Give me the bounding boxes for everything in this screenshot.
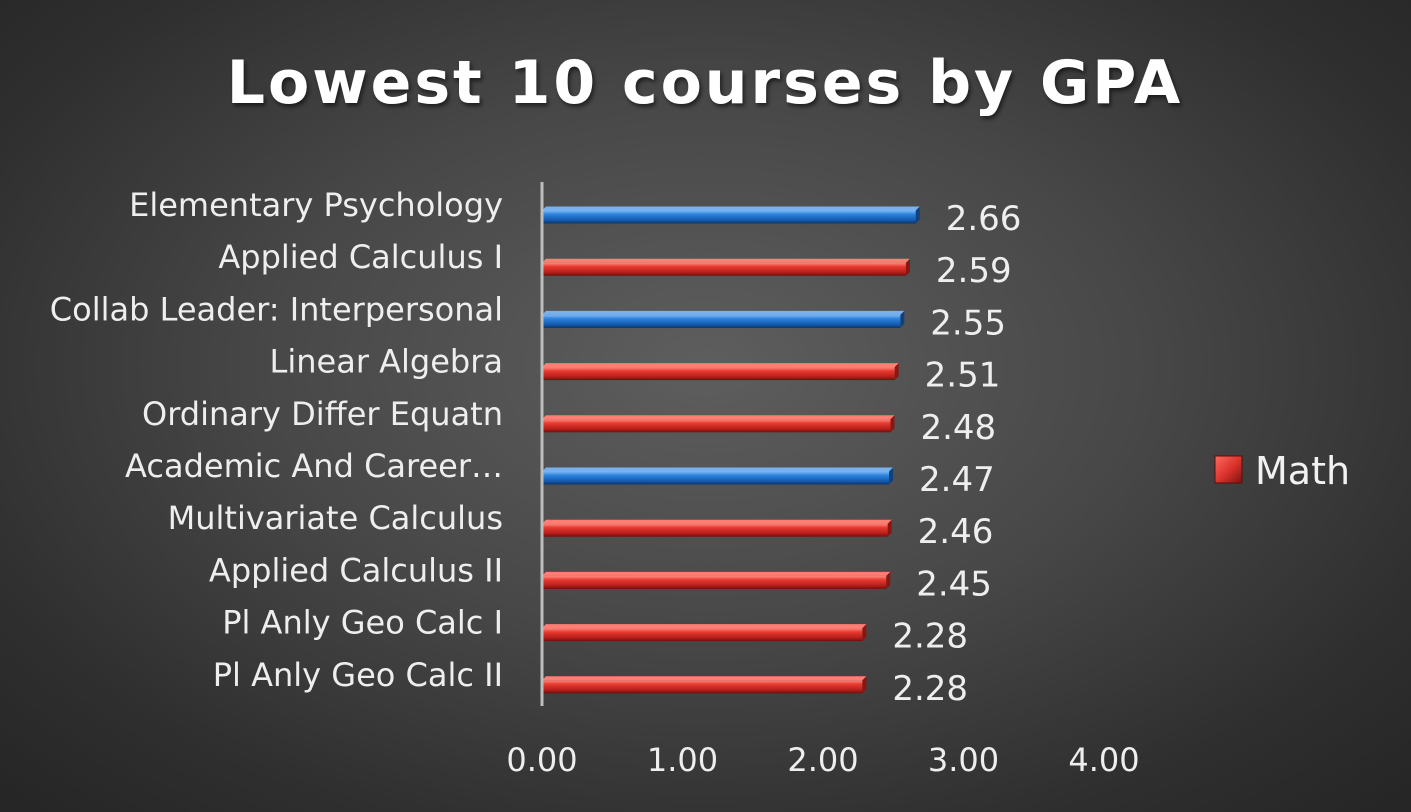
bar-math xyxy=(542,628,863,642)
bar-other xyxy=(542,471,890,485)
y-axis-label: Pl Anly Geo Calc II xyxy=(213,656,503,694)
x-axis-tick-label: 1.00 xyxy=(647,741,718,779)
bar-math xyxy=(542,262,906,276)
bar-top-face xyxy=(542,363,899,368)
bar-top-face xyxy=(542,467,894,472)
bar-math xyxy=(542,680,863,694)
y-axis-label: Pl Anly Geo Calc I xyxy=(222,604,503,642)
bar-top-face xyxy=(542,258,910,263)
bar-math xyxy=(542,419,891,433)
bar-depth xyxy=(862,624,867,642)
data-label: 2.47 xyxy=(919,460,995,500)
y-axis-label: Applied Calculus II xyxy=(209,551,503,589)
bar-depth xyxy=(894,363,899,381)
x-axis-tick-label: 2.00 xyxy=(787,741,858,779)
y-axis-labels: Elementary Psychology Applied Calculus I C… xyxy=(50,186,503,694)
data-label: 2.51 xyxy=(925,356,1001,396)
bar-top-face xyxy=(542,571,891,576)
bar-top-face xyxy=(542,415,895,420)
bar-other xyxy=(542,314,901,328)
bar-top-face xyxy=(542,310,905,315)
y-axis-label: Collab Leader: Interpersonal xyxy=(50,290,503,328)
data-label: 2.28 xyxy=(892,617,968,657)
data-label: 2.55 xyxy=(930,303,1006,343)
bar-top-face xyxy=(542,624,867,629)
bar-math xyxy=(542,367,895,381)
y-axis-label: Multivariate Calculus xyxy=(168,499,503,537)
y-axis-label: Academic And Career… xyxy=(125,447,503,485)
bar-depth xyxy=(887,519,892,537)
data-label: 2.46 xyxy=(918,512,994,552)
data-label: 2.28 xyxy=(892,669,968,709)
x-axis-tick-labels: 0.00 1.00 2.00 3.00 4.00 xyxy=(506,741,1139,779)
bar-top-face xyxy=(542,676,867,681)
bar-top-face xyxy=(542,206,920,211)
bars-group xyxy=(542,206,920,694)
bar-depth xyxy=(900,310,905,328)
x-axis-tick-label: 0.00 xyxy=(506,741,577,779)
y-axis-label: Ordinary Differ Equatn xyxy=(142,395,503,433)
y-axis-label: Applied Calculus I xyxy=(218,238,503,276)
y-axis-label: Linear Algebra xyxy=(270,343,503,381)
data-labels-group: 2.66 2.59 2.55 2.51 2.48 2.47 2.46 2.45 2.28 2.28 xyxy=(892,199,1021,709)
bar-depth xyxy=(862,676,867,694)
y-axis-label: Elementary Psychology xyxy=(129,186,503,224)
legend-label-math: Math xyxy=(1255,449,1350,493)
data-label: 2.45 xyxy=(916,564,992,604)
bar-depth xyxy=(889,467,894,485)
x-axis-tick-label: 4.00 xyxy=(1068,741,1139,779)
bar-math xyxy=(542,523,888,537)
x-axis-tick-label: 3.00 xyxy=(928,741,999,779)
bar-math xyxy=(542,575,887,589)
legend-swatch-math xyxy=(1214,455,1243,484)
data-label: 2.59 xyxy=(936,251,1012,291)
bar-depth xyxy=(905,258,910,276)
data-label: 2.48 xyxy=(920,408,996,448)
bar-depth xyxy=(886,571,891,589)
bar-depth xyxy=(915,206,920,224)
chart-title: Lowest 10 courses by GPA xyxy=(227,48,1183,118)
bar-top-face xyxy=(542,519,892,524)
bar-other xyxy=(542,210,916,224)
legend: Math xyxy=(1214,449,1350,493)
bar-depth xyxy=(890,415,895,433)
data-label: 2.66 xyxy=(946,199,1022,239)
